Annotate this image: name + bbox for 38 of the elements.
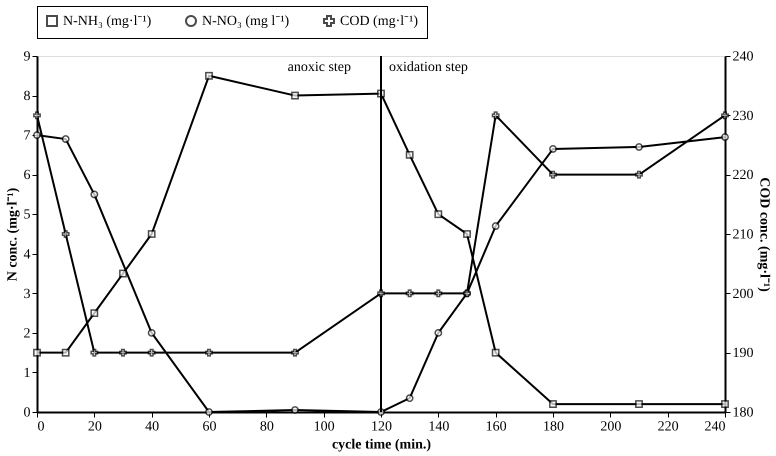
x-tick-label: 240 xyxy=(704,420,726,434)
x-tick-label: 160 xyxy=(486,420,507,434)
y-tick-label: 0 xyxy=(24,406,30,420)
x-tick-label: 220 xyxy=(658,420,679,434)
x-tick-label: 120 xyxy=(371,420,392,434)
x-tick-label: 140 xyxy=(428,420,450,434)
legend-label: COD (mg·l⁻¹) xyxy=(340,14,418,29)
annotation: anoxic step xyxy=(288,60,351,75)
y-tick-label: 4 xyxy=(24,247,30,262)
x-tick-label: 0 xyxy=(38,420,44,434)
y2-tick-label: 240 xyxy=(732,50,754,64)
annotation: oxidation step xyxy=(389,60,468,75)
y-tick-label: 2 xyxy=(24,326,30,342)
legend-label: N-NO₃ (mg l⁻¹) xyxy=(202,14,290,29)
x-tick-label: 20 xyxy=(88,420,102,434)
y-tick-label: 6 xyxy=(24,168,30,184)
y-tick-label: 7 xyxy=(24,128,30,144)
y2-tick-label: 200 xyxy=(732,286,754,302)
y2-tick-label: 180 xyxy=(732,406,754,420)
x-tick-label: 200 xyxy=(600,420,622,434)
y2-tick-label: 230 xyxy=(732,108,754,124)
y-tick-label: 8 xyxy=(24,89,30,104)
y-tick-label: 3 xyxy=(24,286,30,302)
x-tick-label: 60 xyxy=(202,420,216,434)
x-tick-label: 100 xyxy=(314,420,335,434)
x-axis-title: cycle time (min.) xyxy=(332,438,432,452)
y2-tick-label: 190 xyxy=(732,346,754,362)
y-axis-title: N conc. (mg·l⁻¹) xyxy=(6,187,20,282)
x-tick-label: 40 xyxy=(145,420,160,434)
y2-tick-label: 220 xyxy=(732,168,754,184)
x-tick-label: 80 xyxy=(260,420,274,434)
y-tick-label: 9 xyxy=(24,50,30,64)
y2-axis-title: COD conc. (mg·l⁻¹) xyxy=(756,177,772,292)
legend-label: N-NH₃ (mg·l⁻¹) xyxy=(63,14,152,29)
x-tick-label: 180 xyxy=(543,420,564,434)
y2-tick-label: 210 xyxy=(732,228,754,242)
y-tick-label: 5 xyxy=(24,208,30,223)
y-tick-label: 1 xyxy=(24,366,30,381)
